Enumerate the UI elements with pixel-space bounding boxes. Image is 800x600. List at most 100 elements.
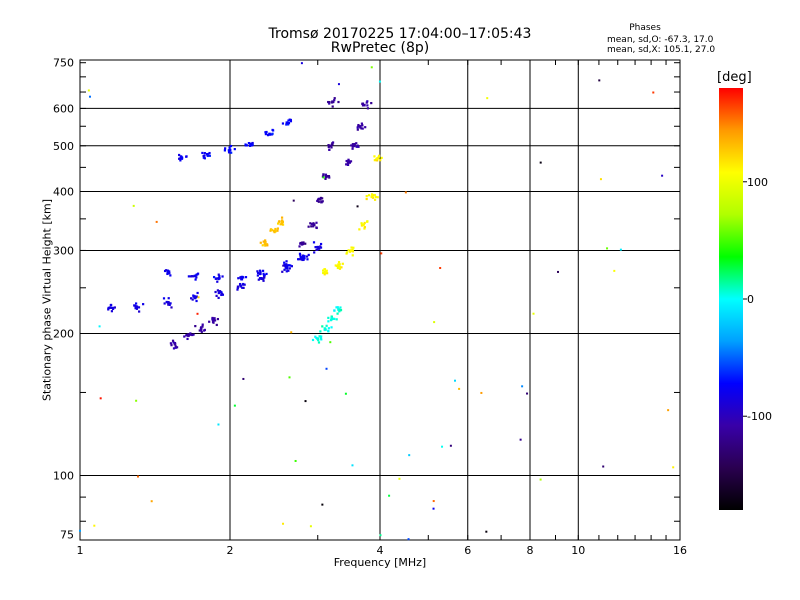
data-point (214, 290, 217, 294)
data-point (201, 323, 204, 326)
data-point (261, 269, 265, 272)
data-point (192, 295, 195, 298)
noise-point (661, 174, 664, 177)
noise-point (398, 477, 401, 480)
data-point (327, 100, 330, 104)
data-point (351, 254, 354, 257)
data-point (345, 252, 348, 255)
data-point (113, 306, 116, 309)
noise-point (539, 478, 542, 481)
noise-point (388, 494, 391, 497)
noise-point (233, 404, 236, 407)
data-point (301, 256, 305, 259)
data-point (214, 277, 217, 280)
data-point (276, 222, 280, 225)
colorbar-tick-label: -100 (747, 410, 772, 423)
data-point (298, 252, 302, 255)
data-point (316, 248, 319, 251)
noise-point (378, 80, 381, 83)
data-point (312, 223, 316, 227)
data-point (194, 325, 197, 328)
data-point (321, 325, 324, 328)
data-point (259, 270, 262, 273)
data-point (322, 173, 325, 176)
data-point (274, 227, 277, 231)
data-point (241, 283, 245, 286)
data-point (316, 199, 319, 202)
data-point (289, 120, 293, 123)
noise-point (602, 465, 605, 468)
data-point (299, 256, 303, 259)
data-point (174, 346, 177, 349)
data-point (347, 159, 350, 162)
data-point (334, 264, 337, 267)
data-point (193, 274, 197, 278)
data-point (233, 148, 236, 151)
data-point (351, 145, 354, 148)
data-point (337, 100, 340, 104)
x-axis-label: Frequency [MHz] (333, 556, 427, 569)
data-point (192, 333, 195, 336)
data-point (346, 161, 350, 165)
noise-point (356, 205, 359, 208)
data-point (259, 241, 262, 244)
noise-point (288, 376, 291, 379)
data-point (329, 319, 333, 322)
data-point (178, 153, 181, 157)
data-point (185, 334, 188, 337)
data-point (278, 220, 281, 223)
data-point (303, 257, 306, 260)
data-point (187, 333, 190, 336)
noise-point (325, 367, 328, 370)
data-point (169, 274, 172, 277)
noise-point (598, 79, 601, 82)
data-point (373, 193, 376, 197)
data-point (213, 319, 217, 322)
data-point (265, 272, 268, 276)
data-point (356, 128, 359, 131)
data-point (264, 133, 267, 136)
x-tick-label: 8 (527, 544, 534, 557)
data-point (211, 318, 214, 321)
data-point (187, 275, 190, 278)
data-point (246, 144, 249, 147)
data-point (200, 330, 203, 333)
data-point (174, 345, 177, 348)
data-point (328, 148, 331, 151)
noise-point (556, 270, 559, 273)
data-point (327, 327, 330, 330)
data-point (336, 306, 339, 309)
noise-point (672, 466, 675, 469)
noise-point (292, 199, 295, 202)
data-point (263, 242, 267, 246)
data-point (268, 132, 271, 136)
data-point (236, 288, 239, 291)
data-point (266, 134, 270, 137)
data-point (276, 229, 279, 232)
y-tick-label: 400 (53, 186, 74, 199)
data-point (166, 301, 170, 304)
x-tick-label: 4 (377, 544, 384, 557)
data-point (311, 338, 315, 342)
noise-point (294, 459, 297, 462)
data-point (288, 118, 291, 121)
data-point (330, 317, 334, 321)
data-point (180, 157, 184, 160)
data-point (216, 289, 219, 292)
noise-point (532, 312, 535, 315)
chart-subtitle: RwPretec (8p) (330, 40, 430, 56)
data-point (325, 175, 328, 179)
noise-point (449, 444, 452, 447)
data-point (357, 123, 360, 127)
data-point (262, 278, 265, 281)
colorbar-label: [deg] (717, 70, 752, 85)
data-point (357, 125, 360, 128)
noise-point (155, 220, 158, 223)
data-point (363, 227, 366, 230)
data-point (346, 163, 349, 166)
data-point (262, 279, 265, 282)
data-point (352, 144, 356, 148)
data-point (361, 124, 364, 127)
data-point (247, 142, 250, 145)
data-point (302, 241, 305, 244)
